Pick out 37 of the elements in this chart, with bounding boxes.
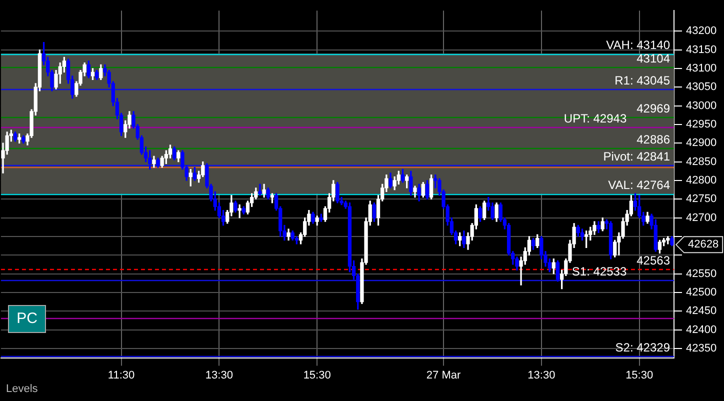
y-tick-label: 43200 [686,25,717,38]
y-tick-label: 43000 [686,100,717,112]
x-tick-label: 27 Mar [426,369,461,382]
x-tick-label: 15:30 [303,369,331,382]
x-tick-label: 11:30 [108,369,135,382]
y-tick-label: 43050 [686,81,717,94]
ref-line-label: S2: 42329 [615,340,670,355]
x-tick-label: 13:30 [528,369,556,382]
y-tick-label: 42350 [686,342,717,354]
y-tick-label: 42800 [686,174,717,186]
candlestick [258,184,262,196]
ref-line-label: S1: 42533 [572,264,627,278]
y-tick-label: 42550 [686,268,717,280]
y-tick-label: 42950 [686,118,717,130]
ref-line-label: 43104 [636,51,670,66]
text: Levels [6,383,38,395]
ref-line-label: VAL: 42764 [608,178,670,192]
y-tick-label: 42700 [686,212,717,224]
ref-line-label: Pivot: 42841 [603,149,670,164]
y-tick-label: 42850 [686,156,717,168]
y-tick-label: 43150 [686,44,717,56]
y-tick-label: 42400 [686,324,717,336]
x-tick-label: 13:30 [205,369,233,382]
ref-line-label: UPT: 42943 [564,111,627,126]
y-tick-label: 42450 [686,305,717,318]
y-tick-label: 43100 [686,62,717,74]
ref-line-label: R1: 43045 [614,73,670,88]
y-tick-label: 42900 [686,137,717,150]
button: PC [8,305,46,333]
y-tick-label: 42500 [686,286,717,298]
ref-line-label: VAH: 43140 [606,38,670,52]
ref-line-label: 42969 [636,102,670,116]
text: 42628 [688,238,719,251]
ref-line-label: 42563 [636,253,670,268]
ref-line-label: 42886 [636,132,670,147]
x-tick-label: 15:30 [626,369,654,382]
y-tick-label: 42750 [686,193,717,206]
